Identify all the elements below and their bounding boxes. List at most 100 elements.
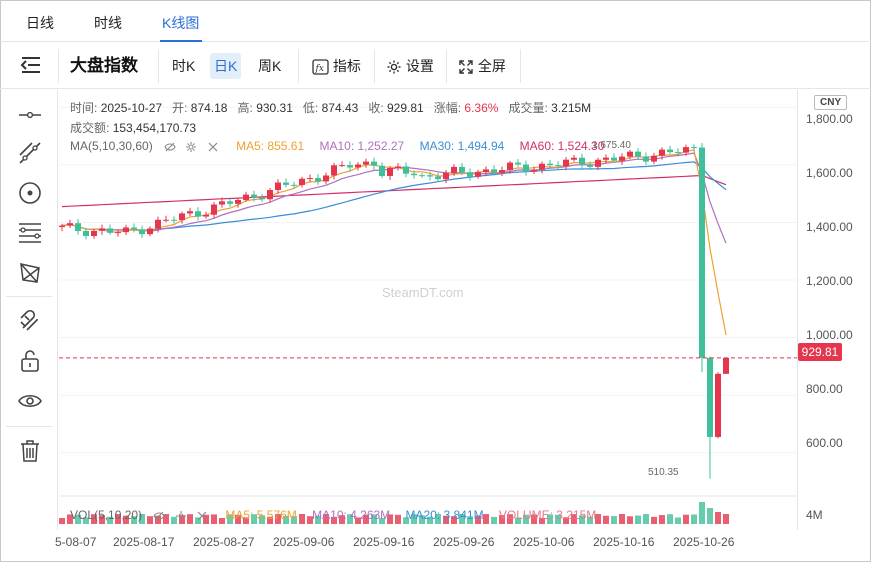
candle-body bbox=[587, 165, 593, 167]
date-tick: 2025-09-16 bbox=[353, 535, 415, 549]
candle-body bbox=[635, 151, 641, 157]
currency-badge[interactable]: CNY bbox=[814, 95, 848, 110]
volume-bar bbox=[307, 516, 313, 524]
candle-body bbox=[155, 219, 161, 229]
trash-icon[interactable] bbox=[17, 438, 43, 464]
volume-bar bbox=[555, 514, 561, 524]
volume-bar bbox=[579, 515, 585, 524]
candle-body bbox=[67, 223, 73, 226]
candle-body bbox=[451, 166, 457, 173]
candlestick-chart[interactable] bbox=[59, 90, 797, 530]
tab-hourly[interactable]: 时线 bbox=[94, 15, 122, 31]
volume-bar bbox=[395, 514, 401, 524]
candle-body bbox=[555, 165, 561, 167]
trend-line-icon[interactable] bbox=[17, 140, 43, 166]
high-label: 高: bbox=[237, 101, 253, 115]
period-hour-k[interactable]: 时K bbox=[172, 58, 196, 74]
legend-close-icon[interactable] bbox=[207, 141, 219, 153]
horizontal-line-icon[interactable] bbox=[17, 102, 43, 128]
candle-body bbox=[331, 165, 337, 176]
toolbar-divider bbox=[58, 49, 59, 83]
price-axis[interactable]: CNY 1,800.00 1,600.00 1,400.00 1,200.00 … bbox=[797, 90, 871, 530]
period-week-k[interactable]: 周K bbox=[258, 58, 282, 74]
candle-body bbox=[195, 211, 201, 217]
watermark: SteamDT.com bbox=[382, 285, 464, 300]
ma-legend-title: MA(5,10,30,60) bbox=[70, 139, 153, 153]
circle-target-icon[interactable] bbox=[17, 180, 43, 206]
legend-gear-icon[interactable] bbox=[185, 141, 197, 153]
volume-bar bbox=[227, 514, 233, 524]
candle-body bbox=[643, 156, 649, 162]
volume-bar bbox=[691, 514, 697, 524]
volume-bar bbox=[291, 516, 297, 524]
unlock-icon[interactable] bbox=[17, 348, 43, 374]
candle-body bbox=[235, 199, 241, 204]
volume-bar bbox=[171, 516, 177, 524]
candle-body bbox=[323, 175, 329, 182]
menu-collapse-icon[interactable] bbox=[20, 55, 42, 81]
candle-body bbox=[435, 176, 441, 180]
ma5-label: MA5: 855.61 bbox=[236, 139, 305, 153]
volume-value: 3.215M bbox=[551, 101, 592, 115]
indicator-button[interactable]: fx 指标 bbox=[312, 53, 361, 79]
top-tab-bar: 日线 时线 K线图 bbox=[0, 0, 871, 42]
tab-daily[interactable]: 日线 bbox=[26, 15, 54, 31]
period-day-k[interactable]: 日K bbox=[210, 53, 242, 79]
volume-bar bbox=[539, 517, 545, 524]
candle-body bbox=[603, 157, 609, 160]
vol-ma5-label: MA5: 5.576M bbox=[225, 508, 297, 522]
volume-bar bbox=[323, 514, 329, 524]
rail-divider bbox=[6, 296, 52, 297]
candle-body bbox=[683, 147, 689, 153]
candle-body bbox=[427, 175, 433, 177]
turnover-label: 成交额: bbox=[70, 121, 110, 135]
volume-bar bbox=[123, 515, 129, 524]
volume-bar bbox=[515, 517, 521, 524]
candle-body bbox=[595, 159, 601, 167]
volume-bar bbox=[459, 514, 465, 524]
candle-body bbox=[531, 169, 537, 172]
fib-lines-icon[interactable] bbox=[17, 220, 43, 246]
date-tick: 2025-08-17 bbox=[113, 535, 175, 549]
candle-body bbox=[147, 228, 153, 235]
candle-body bbox=[219, 201, 225, 205]
candle-body bbox=[267, 190, 273, 200]
candle-body bbox=[523, 164, 529, 172]
price-tick: 1,200.00 bbox=[806, 274, 853, 288]
candle-body bbox=[139, 229, 145, 235]
price-tick: 1,000.00 bbox=[806, 328, 853, 342]
ma30-line bbox=[61, 161, 727, 231]
fullscreen-button[interactable]: 全屏 bbox=[458, 53, 506, 79]
volume-bar bbox=[219, 517, 225, 524]
candle-body bbox=[355, 164, 361, 168]
candle-body bbox=[275, 182, 281, 191]
volume-bar bbox=[75, 514, 81, 524]
vol-close-icon[interactable] bbox=[196, 510, 208, 522]
volume-bar bbox=[627, 516, 633, 524]
date-tick: 5-08-07 bbox=[55, 535, 97, 549]
hide-eye-icon[interactable] bbox=[164, 141, 176, 153]
candle-body bbox=[115, 232, 121, 234]
settings-button[interactable]: 设置 bbox=[386, 53, 434, 79]
volume-bar bbox=[139, 514, 145, 524]
open-value: 874.18 bbox=[190, 101, 228, 115]
close-value: 929.81 bbox=[387, 101, 424, 115]
pattern-icon[interactable] bbox=[17, 260, 43, 286]
volume-bar bbox=[379, 517, 385, 524]
price-tick: 1,800.00 bbox=[806, 112, 853, 126]
candle-body bbox=[539, 163, 545, 170]
eye-icon[interactable] bbox=[17, 388, 43, 414]
volume-bar bbox=[483, 514, 489, 524]
candle-body bbox=[307, 178, 313, 180]
ohlc-info-row: 时间: 2025-10-27 开: 874.18 高: 930.31 低: 87… bbox=[70, 99, 591, 116]
candle-body bbox=[251, 194, 257, 198]
magnet-icon[interactable] bbox=[17, 308, 43, 334]
date-tick: 2025-09-06 bbox=[273, 535, 335, 549]
candle-body bbox=[371, 161, 377, 166]
vol-gear-icon[interactable] bbox=[175, 510, 187, 522]
svg-text:fx: fx bbox=[315, 64, 324, 74]
candle-body bbox=[675, 152, 681, 154]
tab-kline[interactable]: K线图 bbox=[162, 15, 200, 31]
volume-bar bbox=[523, 514, 529, 524]
vol-hide-eye-icon[interactable] bbox=[153, 510, 166, 522]
